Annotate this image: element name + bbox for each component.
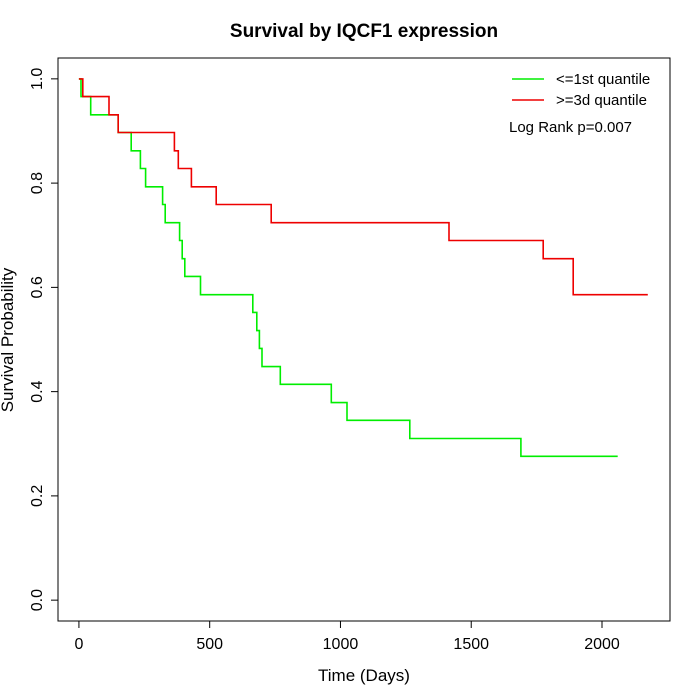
x-tick-label: 2000: [584, 636, 620, 653]
chart-title: Survival by IQCF1 expression: [230, 21, 498, 42]
y-tick-label: 0.4: [29, 380, 46, 402]
legend-label-1: <=1st quantile: [556, 71, 650, 88]
y-axis: 0.0 0.2 0.4 0.6 0.8 1.0: [29, 68, 59, 611]
x-tick-label: 1000: [323, 636, 359, 653]
x-axis: 0 500 1000 1500 2000: [74, 620, 620, 653]
series-line-2: [78, 78, 648, 296]
y-axis-label: Survival Probability: [0, 267, 17, 412]
y-tick-label: 1.0: [29, 68, 46, 90]
x-tick-label: 500: [196, 636, 223, 653]
series-layer: [78, 78, 648, 458]
x-axis-label: Time (Days): [318, 666, 410, 685]
y-tick-label: 0.0: [29, 589, 46, 611]
legend: <=1st quantile >=3d quantile: [512, 71, 650, 109]
x-tick-label: 1500: [453, 636, 489, 653]
y-tick-label: 0.8: [29, 172, 46, 194]
y-tick-label: 0.6: [29, 276, 46, 298]
log-rank-annotation: Log Rank p=0.007: [509, 119, 632, 136]
x-tick-label: 0: [74, 636, 83, 653]
legend-label-2: >=3d quantile: [556, 92, 647, 109]
y-tick-label: 0.2: [29, 485, 46, 507]
